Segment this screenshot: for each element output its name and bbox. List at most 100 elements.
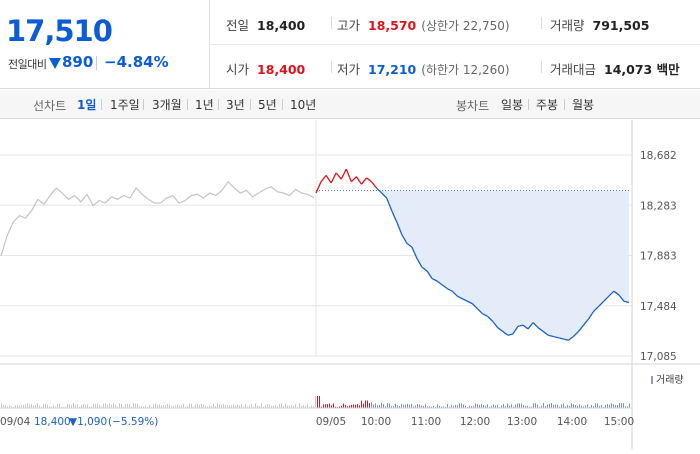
volume-bar <box>151 406 152 408</box>
volume-bar <box>67 403 68 408</box>
tab-10year[interactable]: 10년 <box>290 98 317 112</box>
volume-legend-swatch <box>651 376 653 384</box>
tab-daily-candle[interactable]: 일봉 <box>501 98 524 112</box>
volume-bar <box>537 404 538 408</box>
volume-bar <box>337 406 338 408</box>
volume-bar <box>137 403 138 408</box>
volume-bar <box>59 403 60 408</box>
price-segment-down <box>381 192 388 199</box>
volume-bar <box>443 406 444 408</box>
volume-bar <box>233 404 234 408</box>
stat-label: 전일 <box>226 18 250 33</box>
volume-bar <box>437 404 438 408</box>
volume-bar <box>221 404 222 408</box>
y-tick-label: 18,682 <box>640 150 677 162</box>
volume-bar <box>155 403 156 408</box>
volume-bar <box>215 406 216 408</box>
tab-1day[interactable]: 1일 <box>77 98 97 112</box>
volume-bar <box>267 404 268 408</box>
volume-bar <box>161 405 162 408</box>
volume-legend-label: 거래량 <box>656 374 684 386</box>
volume-bar <box>111 404 112 408</box>
stat-label: 시가 <box>226 62 250 77</box>
price-segment-down <box>553 335 559 339</box>
volume-bar <box>219 404 220 408</box>
volume-bar <box>249 405 250 408</box>
volume-bar <box>547 404 548 408</box>
volume-bar <box>593 406 594 408</box>
tab-3month[interactable]: 3개월 <box>152 98 182 112</box>
volume-bar <box>289 405 290 408</box>
volume-bar <box>27 403 28 408</box>
price-segment-down <box>623 300 630 304</box>
tab-1year[interactable]: 1년 <box>195 98 214 112</box>
volume-bar <box>539 406 540 408</box>
volume-bar <box>627 406 628 408</box>
volume-bar <box>459 403 460 408</box>
volume-bar <box>485 406 486 408</box>
price-segment-down <box>608 290 615 297</box>
price-segment-down <box>487 315 494 322</box>
volume-bar <box>89 406 90 408</box>
volume-bar <box>629 403 630 408</box>
volume-bar <box>439 405 440 408</box>
price-segment-down <box>416 258 423 268</box>
volume-bar <box>317 396 318 408</box>
volume-bar <box>451 404 452 408</box>
volume-bar <box>395 403 396 408</box>
price-segment-down <box>558 337 564 340</box>
volume-bar <box>377 405 378 408</box>
volume-bar <box>187 405 188 408</box>
volume-bar <box>399 405 400 408</box>
price-segment-down <box>396 221 403 235</box>
price-segment-down <box>568 335 574 341</box>
tab-5year[interactable]: 5년 <box>258 98 277 112</box>
price-segment-down <box>477 308 484 315</box>
y-tick-label: 17,085 <box>640 351 677 363</box>
down-arrow-icon <box>49 58 61 69</box>
volume-bar <box>619 403 620 408</box>
volume-bar <box>39 406 40 408</box>
volume-bar <box>615 405 616 408</box>
volume-bar <box>29 404 30 408</box>
price-segment-down <box>527 322 534 330</box>
volume-bar <box>259 405 260 408</box>
tab-3year[interactable]: 3년 <box>226 98 245 112</box>
volume-bar <box>145 405 146 408</box>
volume-bar <box>115 404 116 408</box>
tab-weekly-candle[interactable]: 주봉 <box>536 98 559 112</box>
volume-bar <box>189 403 190 408</box>
volume-bar <box>103 403 104 408</box>
current-price: 17,510 <box>6 14 113 48</box>
volume-bar <box>231 405 232 408</box>
volume-bar <box>197 403 198 408</box>
prev-day-date: 09/04 <box>0 416 31 428</box>
tab-1week[interactable]: 1주일 <box>110 98 140 112</box>
volume-bar <box>93 404 94 408</box>
x-axis: 09/05 10:00 11:00 12:00 13:00 14:00 15:00 09/04… <box>0 407 634 428</box>
volume-bar <box>287 405 288 408</box>
volume-bar <box>567 405 568 408</box>
volume-bar <box>227 405 228 408</box>
tab-monthly-candle[interactable]: 월봉 <box>572 98 595 112</box>
volume-bar <box>143 406 144 408</box>
volume-bar <box>261 403 262 408</box>
volume-bar <box>461 403 462 408</box>
volume-bar <box>129 404 130 408</box>
volume-bar <box>301 405 302 408</box>
volume-bar <box>417 403 418 408</box>
volume-bar <box>333 403 334 408</box>
volume-bar <box>213 403 214 408</box>
volume-bar <box>81 405 82 408</box>
volume-bar <box>245 404 246 408</box>
volume-bar <box>87 404 88 408</box>
divider <box>211 44 700 45</box>
volume-bar <box>203 404 204 408</box>
stat-value: 18,400 <box>257 18 306 33</box>
volume-bar <box>495 405 496 408</box>
volume-bar <box>51 406 52 408</box>
volume-bar <box>247 406 248 408</box>
change-percent: −4.84% <box>104 53 169 71</box>
volume-bar <box>389 403 390 408</box>
price-segment-down <box>492 320 499 329</box>
